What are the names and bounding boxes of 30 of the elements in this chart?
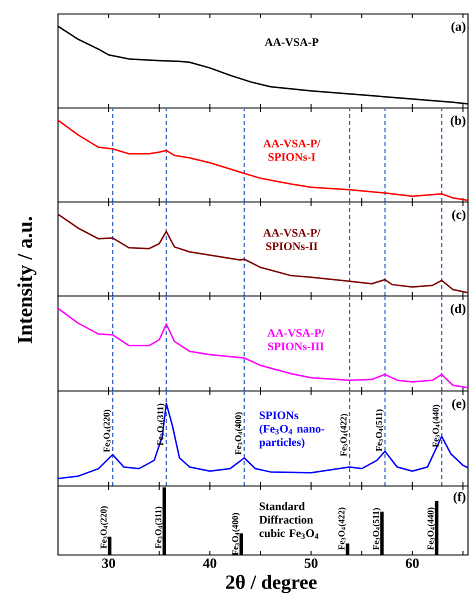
text: SPIONs (Fe$_{3}$O$_{4}$ nano-particles) (259, 411, 324, 448)
text: Standard Diffraction cubic Fe$_{3}$O$_{4}$ (259, 502, 318, 539)
annotation: Fe$_{3}$O$_{4}$(440) (432, 404, 440, 448)
annotation: Fe$_{3}$O$_{4}$(511) (372, 508, 381, 550)
annotation: Fe$_{3}$O$_{4}$(422) (340, 414, 348, 456)
annotation: Fe$_{3}$O$_{4}$(311) (154, 506, 164, 549)
annotation: Fe$_{3}$O$_{4}$(511) (376, 410, 384, 452)
x-tick-label: 50 (304, 558, 318, 568)
annotation: (d) (450, 304, 466, 316)
annotation: Fe$_{3}$O$_{4}$(440) (427, 508, 436, 550)
annotation: (b) (450, 116, 466, 128)
x-axis-title: 2θ / degree (226, 574, 317, 594)
text: AA-VSA-P (264, 38, 318, 46)
annotation: (a) (451, 22, 466, 34)
text: AA-VSA-P/ SPIONs-I (263, 140, 320, 161)
x-tick-label: 40 (203, 558, 216, 568)
annotation: (f) (454, 492, 466, 504)
y-axis-title: Intensity / a.u. (17, 217, 36, 344)
annotation: (e) (452, 398, 466, 411)
annotation: Fe$_{3}$O$_{4}$(220) (100, 506, 108, 549)
annotation: Fe$_{3}$O$_{4}$(220) (103, 410, 112, 452)
text: AA-VSA-P/ SPIONs-II (263, 229, 320, 250)
x-tick-label: 60 (406, 558, 419, 568)
annotation: Fe$_{3}$O$_{4}$(422) (338, 508, 346, 550)
text: AA-VSA-P/ SPIONs-III (267, 329, 325, 350)
x-tick-label: 30 (102, 558, 116, 568)
annotation: (c) (452, 210, 466, 222)
annotation: Fe$_{3}$O$_{4}$(400) (232, 513, 240, 556)
annotation: Fe$_{3}$O$_{4}$(400) (234, 412, 244, 455)
annotation: Fe$_{3}$O$_{4}$(311) (157, 404, 166, 446)
